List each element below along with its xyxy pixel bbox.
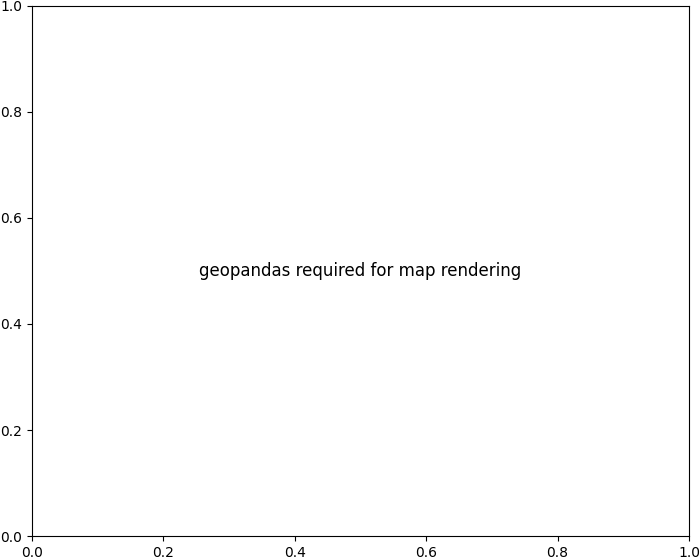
Text: geopandas required for map rendering: geopandas required for map rendering xyxy=(199,262,522,280)
